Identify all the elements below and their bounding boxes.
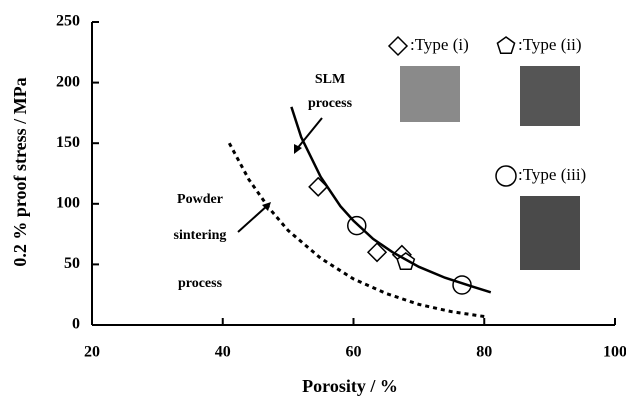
arrow: [295, 117, 323, 151]
x-tick-label: 60: [346, 344, 362, 361]
marker: [347, 215, 367, 236]
legend-marker: [387, 35, 409, 57]
x-axis-label: Porosity / %: [302, 376, 398, 396]
y-axis-label: 0.2 % proof stress / MPa: [10, 77, 30, 266]
marker: [366, 242, 388, 263]
y-tick-label: 0: [72, 316, 80, 333]
photo-type-iii: [520, 196, 580, 270]
x-tick-label: 40: [215, 344, 231, 361]
annotation: sintering: [174, 228, 227, 243]
arrowhead: [294, 144, 302, 154]
y-tick-label: 250: [56, 13, 80, 30]
photo-type-i: [400, 66, 460, 122]
legend-label: :Type (ii): [518, 35, 581, 54]
legend-label: :Type (iii): [518, 165, 586, 184]
legend-marker: [495, 165, 517, 187]
curve: [290, 106, 492, 294]
y-tick-label: 100: [56, 194, 80, 211]
legend-label: :Type (i): [410, 35, 469, 54]
x-tick-label: 80: [476, 344, 492, 361]
arrow: [237, 204, 269, 233]
annotation: SLM: [315, 72, 345, 87]
x-tick-label: 100: [603, 344, 626, 361]
y-tick-label: 200: [56, 73, 80, 90]
annotation: process: [308, 96, 353, 111]
curve: [227, 142, 485, 318]
annotation: Powder: [177, 192, 223, 207]
y-tick-label: 50: [64, 255, 80, 272]
legend-marker: [496, 36, 516, 55]
x-tick-label: 20: [84, 344, 100, 361]
annotation: process: [178, 276, 223, 291]
y-tick-label: 150: [56, 134, 80, 151]
photo-type-ii: [520, 66, 580, 126]
